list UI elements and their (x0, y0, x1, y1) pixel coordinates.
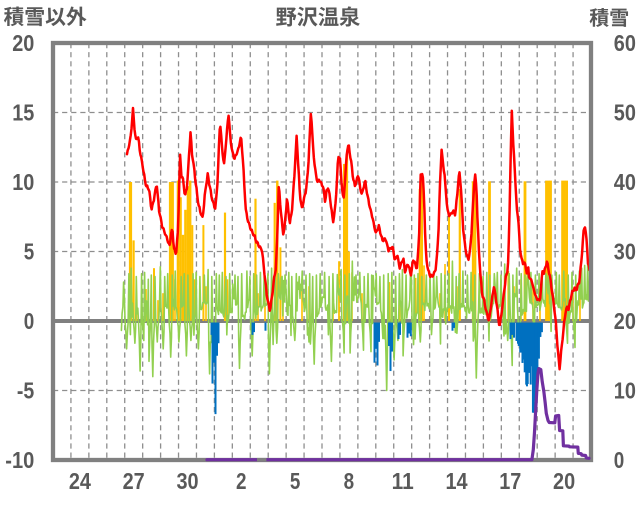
svg-text:20: 20 (614, 308, 636, 334)
svg-text:30: 30 (176, 468, 198, 494)
svg-text:27: 27 (123, 468, 145, 494)
svg-text:50: 50 (614, 100, 636, 126)
svg-text:17: 17 (499, 468, 521, 494)
svg-text:24: 24 (69, 468, 91, 494)
svg-text:14: 14 (445, 468, 467, 494)
svg-text:11: 11 (392, 468, 414, 494)
svg-text:8: 8 (344, 468, 355, 494)
svg-text:60: 60 (614, 30, 636, 56)
svg-text:15: 15 (12, 100, 34, 126)
svg-text:10: 10 (12, 169, 34, 195)
svg-text:30: 30 (614, 239, 636, 265)
svg-text:40: 40 (614, 169, 636, 195)
svg-text:20: 20 (12, 30, 34, 56)
svg-text:-5: -5 (17, 378, 35, 404)
svg-text:5: 5 (24, 239, 35, 265)
svg-text:0: 0 (24, 308, 35, 334)
svg-text:10: 10 (614, 378, 636, 404)
svg-text:20: 20 (553, 468, 575, 494)
svg-text:2: 2 (236, 468, 247, 494)
svg-text:0: 0 (614, 447, 625, 473)
svg-text:5: 5 (290, 468, 301, 494)
svg-text:-10: -10 (5, 447, 34, 473)
